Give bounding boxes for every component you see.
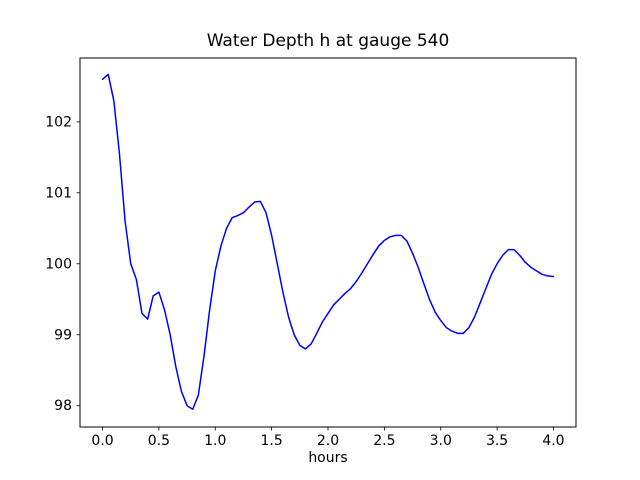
y-tick-label: 98 xyxy=(54,398,72,414)
x-tick-label: 3.0 xyxy=(430,433,452,449)
plot-border xyxy=(79,57,577,428)
x-tick-label: 0.0 xyxy=(91,433,113,449)
x-axis-label: hours xyxy=(308,450,347,466)
y-tick-label: 102 xyxy=(45,114,72,130)
x-tick-label: 2.5 xyxy=(373,433,395,449)
y-tick-label: 99 xyxy=(54,327,72,343)
axis-ticks: 0.0 0.5 1.0 1.5 2.0 2.5 3.0 3.5 4.0 98 99 100 101 102 xyxy=(45,114,564,449)
x-tick-label: 4.0 xyxy=(542,433,564,449)
chart-title: Water Depth h at gauge 540 xyxy=(207,31,450,51)
x-tick-label: 0.5 xyxy=(148,433,170,449)
x-tick-label: 1.5 xyxy=(261,433,283,449)
line-series xyxy=(101,73,555,411)
x-tick-label: 1.0 xyxy=(204,433,226,449)
x-tick-label: 3.5 xyxy=(486,433,508,449)
series-group xyxy=(101,73,555,411)
y-tick-label: 100 xyxy=(45,256,72,272)
x-tick-label: 2.0 xyxy=(317,433,339,449)
y-tick-label: 101 xyxy=(45,185,72,201)
